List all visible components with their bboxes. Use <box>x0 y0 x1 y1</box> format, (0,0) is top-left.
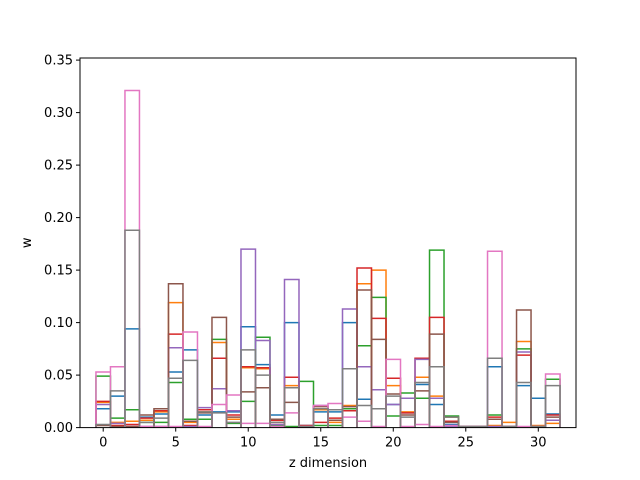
y-tick-label: 0.05 <box>44 369 73 384</box>
y-tick-label: 0.25 <box>44 159 73 174</box>
x-tick-label: 25 <box>458 436 475 451</box>
y-tick-label: 0.10 <box>44 316 73 331</box>
x-tick-label: 15 <box>312 436 329 451</box>
x-tick-label: 0 <box>99 436 107 451</box>
series-layer <box>95 89 561 428</box>
x-tick-label: 5 <box>172 436 180 451</box>
y-tick-label: 0.15 <box>44 264 73 279</box>
y-axis-label: w <box>20 237 35 248</box>
series-8-bars <box>95 229 561 428</box>
y-tick-label: 0.30 <box>44 106 73 121</box>
x-tick-label: 30 <box>530 436 547 451</box>
series-8 <box>95 229 561 428</box>
y-tick-label: 0.00 <box>44 421 73 436</box>
x-axis: 0 5 10 15 20 25 30 <box>99 427 547 451</box>
y-tick-label: 0.35 <box>44 54 73 69</box>
x-tick-label: 20 <box>385 436 402 451</box>
y-tick-label: 0.20 <box>44 211 73 226</box>
x-axis-label: z dimension <box>289 456 367 471</box>
x-tick-label: 10 <box>240 436 257 451</box>
plot-frame <box>79 57 577 429</box>
y-axis: 0.00 0.05 0.10 0.15 0.20 0.25 0.30 0.35 <box>44 54 80 436</box>
